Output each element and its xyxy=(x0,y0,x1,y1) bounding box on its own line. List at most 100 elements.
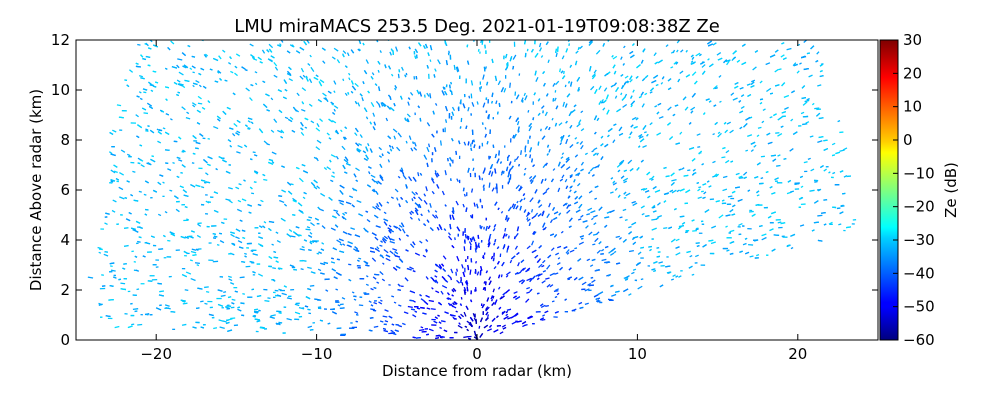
ze-gate xyxy=(729,37,734,40)
ze-gate xyxy=(402,322,406,326)
ze-gate xyxy=(319,208,324,212)
ze-gate xyxy=(375,100,380,106)
colorbar-tick-label: 0 xyxy=(903,131,913,149)
ze-gate xyxy=(749,255,754,258)
ze-gate xyxy=(180,299,186,302)
ze-gate xyxy=(205,194,208,196)
ze-gate xyxy=(342,243,346,246)
ze-gate xyxy=(173,140,178,143)
ze-gate xyxy=(738,100,742,103)
ze-gate xyxy=(526,286,531,290)
ze-gate xyxy=(339,250,345,253)
ze-gate xyxy=(600,253,604,255)
ze-gate xyxy=(766,254,769,256)
ze-gate xyxy=(305,76,309,82)
ze-gate xyxy=(417,105,421,109)
ze-gate xyxy=(526,277,532,282)
ze-gate xyxy=(385,117,389,122)
ze-gate xyxy=(524,148,526,153)
ze-gate xyxy=(562,70,565,75)
ze-gate xyxy=(739,250,743,253)
ze-gate xyxy=(475,318,477,324)
ze-gate xyxy=(365,59,369,64)
ze-gate xyxy=(491,301,495,306)
ze-gate xyxy=(232,132,236,137)
ze-gate xyxy=(140,283,145,285)
ze-gate xyxy=(213,237,216,239)
ze-gate xyxy=(238,183,242,186)
ze-gate xyxy=(589,166,595,172)
ze-gate xyxy=(280,129,285,134)
ze-gate xyxy=(155,266,159,268)
ze-gate xyxy=(660,81,664,85)
ze-gate xyxy=(254,311,259,314)
ze-gate xyxy=(702,196,706,200)
ze-gate xyxy=(701,64,706,68)
ze-gate xyxy=(426,122,431,127)
ze-gate xyxy=(190,183,196,188)
ze-gate xyxy=(178,71,184,76)
ze-gate xyxy=(350,80,354,85)
ze-gate xyxy=(656,247,660,249)
ze-gate xyxy=(496,187,498,194)
ze-gate xyxy=(629,131,633,136)
ze-gate xyxy=(332,247,337,251)
ze-gate xyxy=(628,136,631,139)
ze-gate xyxy=(597,300,601,303)
ze-gate xyxy=(451,214,455,221)
ze-gate xyxy=(631,221,637,226)
ze-gate xyxy=(419,117,422,122)
ze-gate xyxy=(444,204,447,207)
ze-gate xyxy=(369,148,373,153)
ze-gate xyxy=(191,162,195,164)
ze-gate xyxy=(110,153,116,157)
ze-gate xyxy=(790,118,794,122)
ze-gate xyxy=(441,335,445,338)
ze-gate xyxy=(375,205,379,210)
ze-gate xyxy=(545,277,550,280)
ze-gate xyxy=(534,70,537,76)
ze-gate xyxy=(294,303,300,307)
ze-gate xyxy=(146,102,153,107)
ze-gate xyxy=(392,50,395,55)
ze-gate xyxy=(467,264,470,271)
ze-gate xyxy=(690,110,694,114)
ze-gate xyxy=(213,209,219,213)
ze-gate xyxy=(152,85,157,88)
ze-gate xyxy=(534,40,536,45)
ze-gate xyxy=(554,122,558,127)
ze-gate xyxy=(690,62,695,66)
ze-gate xyxy=(431,152,434,156)
ze-gate xyxy=(552,168,556,171)
ze-gate xyxy=(730,197,735,200)
ze-gate xyxy=(424,328,429,330)
ze-gate xyxy=(339,201,344,206)
ze-gate xyxy=(373,325,379,328)
ze-gate xyxy=(622,238,627,243)
ze-gate xyxy=(313,179,318,184)
ze-gate xyxy=(514,232,519,238)
ze-gate xyxy=(314,217,319,221)
ze-gate xyxy=(299,75,304,80)
ze-gate xyxy=(819,165,824,169)
ze-gate xyxy=(485,225,488,231)
ze-gate xyxy=(110,169,116,174)
ze-gate xyxy=(485,306,490,312)
ze-gate xyxy=(520,97,524,102)
ze-gate xyxy=(803,68,809,71)
ze-gate xyxy=(450,90,453,96)
ze-gate xyxy=(246,242,252,245)
ze-gate xyxy=(783,94,790,98)
ze-gate xyxy=(380,102,384,107)
ze-gate xyxy=(338,199,344,203)
ze-gate xyxy=(439,140,442,146)
ze-gate xyxy=(566,93,571,98)
ze-gate xyxy=(461,282,464,286)
ze-gate xyxy=(486,297,490,302)
ze-gate xyxy=(536,277,540,281)
ze-gate xyxy=(612,139,616,144)
ze-gate xyxy=(305,296,311,300)
ze-gate xyxy=(487,114,490,119)
ze-gate xyxy=(253,154,258,157)
ze-gate xyxy=(636,64,641,69)
